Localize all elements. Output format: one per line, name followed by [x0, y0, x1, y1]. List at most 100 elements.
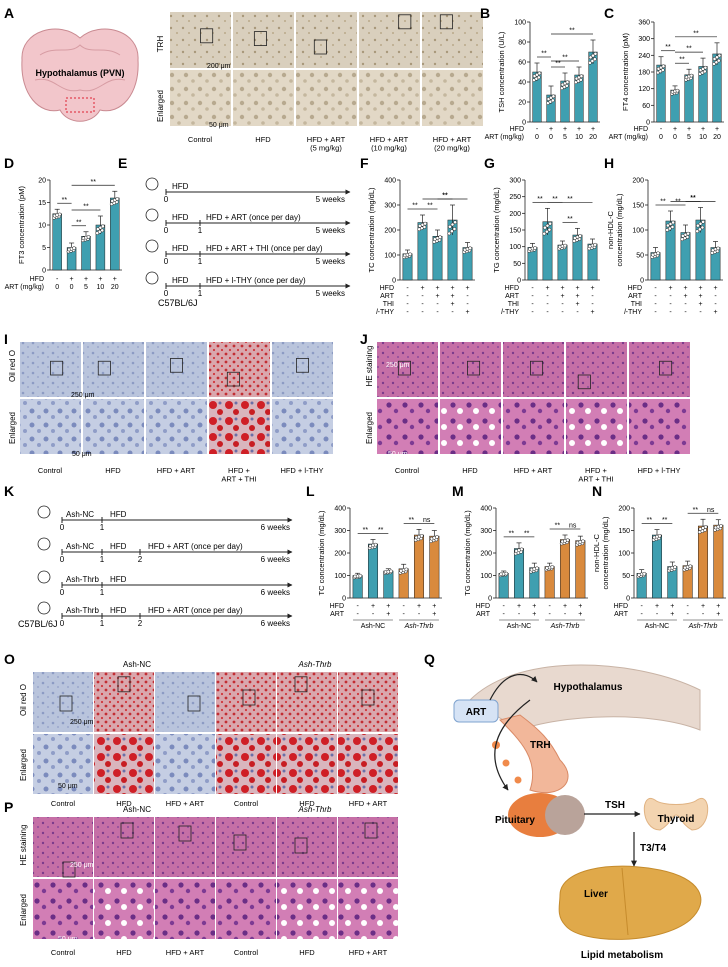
- bar: [367, 543, 379, 599]
- row-value: +: [386, 603, 390, 610]
- y-tick-label: 300: [334, 528, 346, 535]
- thyroid-label: Thyroid: [658, 814, 695, 825]
- data-point: [700, 225, 705, 230]
- data-point: [533, 246, 537, 250]
- row-value: 10: [699, 134, 707, 141]
- y-tick-label: 20: [518, 100, 526, 107]
- timeline-end: 5 weeks: [316, 289, 345, 298]
- row-label: HFD: [30, 276, 44, 283]
- significance-label: **: [693, 507, 699, 514]
- y-tick-label: 200: [632, 178, 644, 185]
- significance-label: **: [647, 517, 653, 524]
- data-point: [449, 229, 454, 234]
- bar: [559, 539, 571, 599]
- row-value: 5: [84, 284, 88, 291]
- row-label: ART: [330, 611, 345, 618]
- group-label: HFD: [105, 466, 121, 475]
- zoom-box: [294, 676, 308, 693]
- data-point: [657, 533, 662, 538]
- oil-red-grid-o: [33, 672, 398, 794]
- row-value: -: [402, 611, 405, 618]
- row-value: 0: [70, 284, 74, 291]
- group-header-o-thrb: Ash-Thrb: [298, 660, 332, 669]
- data-point: [389, 569, 393, 574]
- data-point: [447, 231, 452, 236]
- row-value: +: [591, 126, 595, 133]
- zoom-box: [97, 360, 111, 376]
- row-label: l-THY: [376, 309, 394, 316]
- mouse-icon: [145, 271, 159, 285]
- mouse-icon: [37, 570, 51, 584]
- row-value: +: [465, 285, 469, 292]
- y-axis-label: FT3 concentration (pM): [17, 186, 26, 264]
- scale-bar-label-p-top: 250 μm: [70, 862, 94, 869]
- lipid-metabolism-label: Lipid metabolism: [581, 950, 663, 961]
- significance-label: **: [363, 527, 369, 534]
- timeline-end: 6 weeks: [261, 555, 290, 564]
- t3-t4-label: T3/T4: [640, 843, 667, 854]
- bar: [110, 197, 120, 271]
- row-value: -: [536, 126, 539, 133]
- data-point: [593, 51, 598, 56]
- row-value: -: [702, 611, 705, 618]
- group-label: HFD: [116, 948, 132, 957]
- data-point: [716, 58, 721, 63]
- y-axis-label: TSH concentration (U/L): [497, 31, 506, 112]
- timeline-label: HFD + ART (once per day): [148, 542, 243, 551]
- group-label: HFD: [299, 948, 315, 957]
- timeline-end: 5 weeks: [316, 257, 345, 266]
- micrograph-gridJ-enlarged-2: [503, 399, 564, 454]
- data-point: [673, 565, 677, 570]
- timeline-label: HFD: [172, 182, 189, 191]
- timeline-mid-label: HFD: [110, 606, 127, 615]
- row-value: +: [575, 301, 579, 308]
- row-value: -: [561, 309, 564, 316]
- data-point: [689, 73, 694, 78]
- timeline-start: 0: [164, 195, 169, 204]
- group-label: HFD: [299, 799, 315, 808]
- chart-g: 0 50 100 150 200 250 300 TG concentration (mg/d…: [492, 178, 600, 316]
- row-label: THI: [631, 301, 642, 308]
- significance-label: **: [509, 530, 515, 537]
- row-label: HFD: [380, 285, 394, 292]
- zoom-box: [313, 39, 327, 55]
- row-value: -: [686, 603, 689, 610]
- timeline-start: 0: [60, 555, 65, 564]
- panel-letter-c: C: [604, 5, 614, 21]
- chart-c: 0 60 120 180 240 300 360 FT4 concentration (pM)…: [609, 20, 724, 141]
- micrograph-gridA-top-1: [233, 12, 294, 68]
- row-label: HFD: [634, 126, 648, 133]
- timeline-label: HFD + ART (once per day): [148, 606, 243, 615]
- group-label: Control: [51, 948, 76, 957]
- y-tick-label: 0: [342, 596, 346, 603]
- timeline-start: 0: [60, 619, 65, 628]
- group-label: Ash-Thrb: [404, 623, 434, 630]
- row-value: -: [421, 301, 424, 308]
- data-point: [468, 246, 472, 251]
- row-value: +: [545, 285, 549, 292]
- bar: [684, 74, 694, 123]
- row-value: +: [420, 285, 424, 292]
- micrograph-gridO-enlarged-2: [155, 734, 215, 794]
- row-value: +: [70, 276, 74, 283]
- row-value: 20: [713, 134, 721, 141]
- micrograph-gridA-enlarged-2: [296, 70, 357, 126]
- bar: [651, 534, 663, 599]
- row-value: +: [560, 293, 564, 300]
- y-axis-label: TG concentration (mg/dL): [463, 510, 472, 596]
- y-tick-label: 40: [518, 80, 526, 87]
- row-label-he-p: HE staining: [19, 825, 28, 866]
- row-value: +: [371, 603, 375, 610]
- y-tick-label: 200: [618, 506, 630, 513]
- panel-letter-p: P: [4, 799, 13, 815]
- row-value: +: [432, 611, 436, 618]
- y-tick-label: 60: [518, 60, 526, 67]
- micrograph-gridP-enlarged-1: [94, 879, 154, 939]
- row-label: THI: [383, 301, 394, 308]
- significance-label: **: [409, 517, 415, 524]
- y-tick-label: 20: [38, 178, 46, 185]
- art-label: ART: [466, 707, 487, 718]
- significance-label: **: [555, 61, 561, 68]
- row-label-enlarged-a: Enlarged: [156, 90, 165, 122]
- row-value: 0: [535, 134, 539, 141]
